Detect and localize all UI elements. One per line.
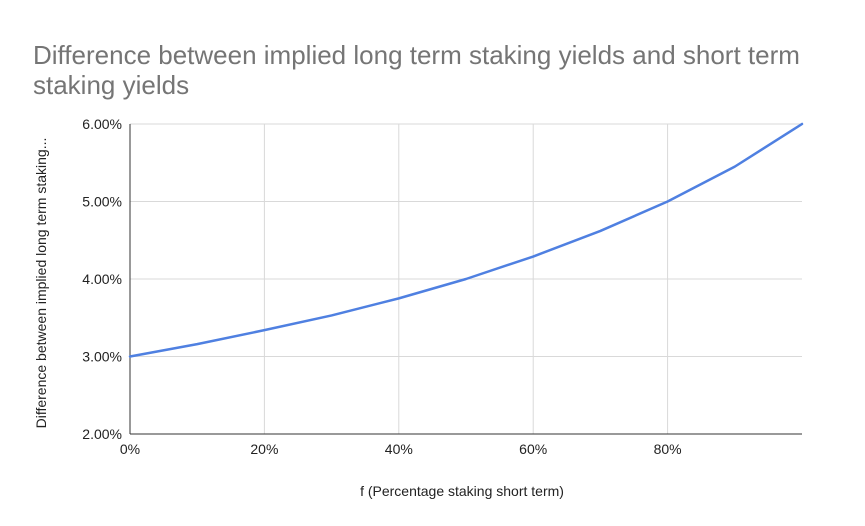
x-tick-label: 20% (250, 441, 278, 457)
x-tick-label: 80% (654, 441, 682, 457)
x-axis-title: f (Percentage staking short term) (360, 483, 564, 499)
y-tick-label: 2.00% (82, 426, 122, 442)
chart-title: Difference between implied long term sta… (33, 40, 800, 100)
x-tick-label: 60% (519, 441, 547, 457)
y-tick-label: 5.00% (82, 194, 122, 210)
series-line (128, 122, 804, 358)
y-tick-label: 6.00% (82, 116, 122, 132)
axes (129, 124, 802, 435)
y-axis-title: Difference between implied long term sta… (33, 138, 49, 429)
y-tick-labels: 2.00% 3.00% 4.00% 5.00% 6.00% (82, 116, 122, 442)
y-tick-label: 3.00% (82, 349, 122, 365)
grid-lines (130, 123, 802, 434)
x-tick-label: 40% (385, 441, 413, 457)
y-tick-label: 4.00% (82, 271, 122, 287)
x-tick-labels: 0% 20% 40% 60% 80% (120, 441, 682, 457)
x-tick-label: 0% (120, 441, 140, 457)
series-lines (128, 122, 804, 358)
